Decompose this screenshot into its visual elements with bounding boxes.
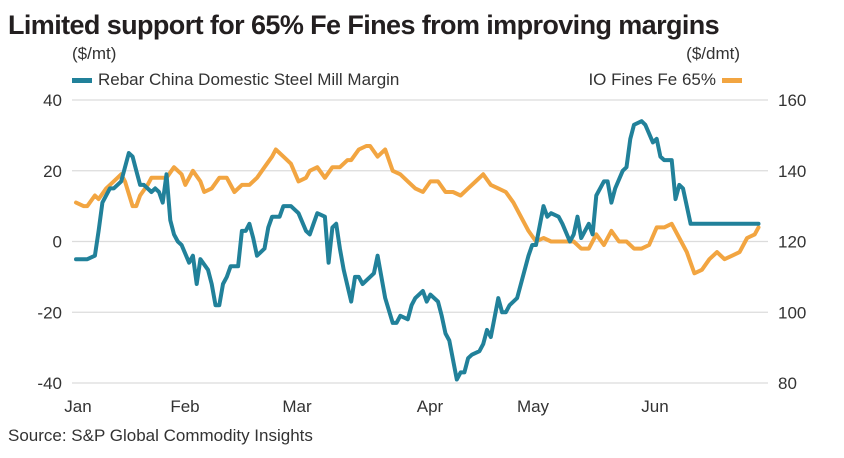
x-tick-label: Feb bbox=[170, 397, 199, 416]
legend-swatch-orange bbox=[722, 77, 742, 83]
y-left-tick-label: 20 bbox=[43, 162, 62, 181]
x-tick-label: Mar bbox=[282, 397, 312, 416]
y-right-tick-label: 160 bbox=[778, 91, 806, 110]
y-left-tick-label: -40 bbox=[37, 374, 62, 393]
x-axis-ticks: Jan Feb Mar Apr May Jun bbox=[64, 397, 668, 416]
y-left-tick-label: 0 bbox=[53, 233, 62, 252]
x-tick-label: Jan bbox=[64, 397, 91, 416]
legend-swatch-teal bbox=[72, 77, 92, 83]
source-note: Source: S&P Global Commodity Insights bbox=[8, 426, 313, 445]
y-right-tick-label: 120 bbox=[778, 233, 806, 252]
x-tick-label: Jun bbox=[641, 397, 668, 416]
series-lines bbox=[74, 119, 761, 382]
x-tick-label: May bbox=[517, 397, 550, 416]
series-line-rebar-margin bbox=[74, 119, 761, 382]
right-axis-unit: ($/dmt) bbox=[686, 44, 740, 63]
chart-title: Limited support for 65% Fe Fines from im… bbox=[8, 10, 720, 40]
left-axis-ticks: 40 20 0 -20 -40 bbox=[37, 91, 62, 393]
right-axis-ticks: 160 140 120 100 80 bbox=[778, 91, 806, 393]
series-line-io-fines bbox=[74, 144, 761, 276]
legend-item-io-fines: IO Fines Fe 65% bbox=[588, 70, 742, 90]
legend-label: IO Fines Fe 65% bbox=[588, 70, 716, 89]
left-axis-unit: ($/mt) bbox=[72, 44, 117, 63]
y-left-tick-label: 40 bbox=[43, 91, 62, 110]
x-tick-label: Apr bbox=[417, 397, 444, 416]
legend-label: Rebar China Domestic Steel Mill Margin bbox=[98, 70, 400, 89]
y-right-tick-label: 140 bbox=[778, 162, 806, 181]
y-right-tick-label: 80 bbox=[778, 374, 797, 393]
legend-item-rebar-margin: Rebar China Domestic Steel Mill Margin bbox=[72, 70, 399, 90]
y-left-tick-label: -20 bbox=[37, 303, 62, 322]
y-right-tick-label: 100 bbox=[778, 303, 806, 322]
